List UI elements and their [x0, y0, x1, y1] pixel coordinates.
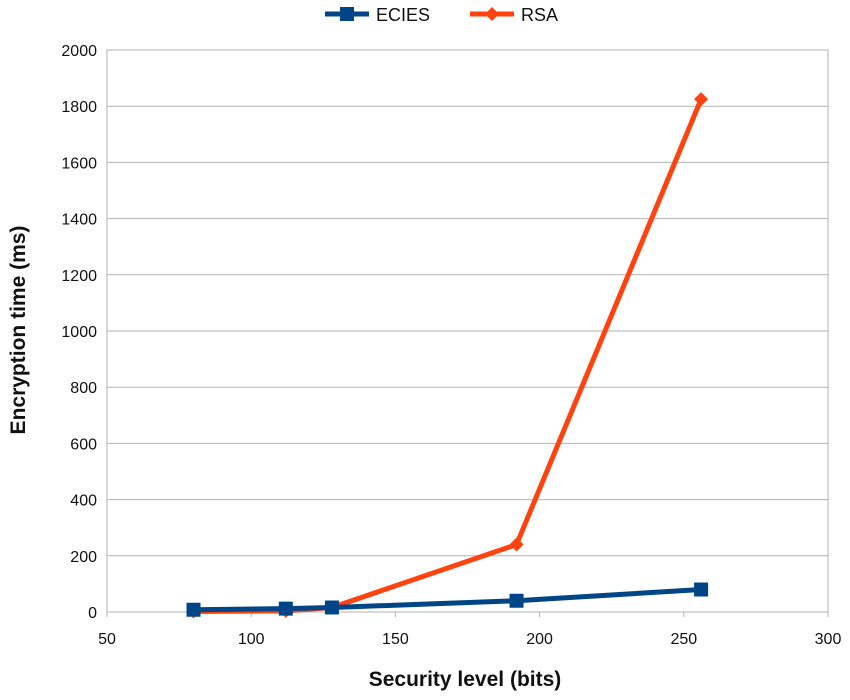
series-group	[186, 92, 709, 619]
axes: 0 200 400 600 800 1000 1200 1400 1600 1800 2000 50 1…	[61, 43, 841, 648]
legend-label-ecies: ECIES	[376, 5, 430, 25]
legend-item-rsa: RSA	[470, 5, 558, 25]
x-tick-label-50: 50	[98, 631, 116, 648]
data-point-ecies-192	[509, 593, 524, 608]
series-line-ecies	[191, 587, 704, 613]
x-tick-label-250: 250	[670, 631, 697, 648]
y-tick-label-0: 0	[88, 605, 97, 622]
x-tick-label-300: 300	[815, 631, 842, 648]
y-tick-label-200: 200	[70, 549, 97, 566]
legend-item-ecies: ECIES	[325, 5, 430, 25]
series-ecies	[186, 582, 709, 617]
data-point-ecies-80	[186, 602, 201, 617]
x-tick-label-100: 100	[238, 631, 265, 648]
legend-marker-rsa	[485, 7, 499, 21]
grid	[107, 49, 828, 613]
x-tick-label-150: 150	[382, 631, 409, 648]
data-point-rsa-192	[509, 537, 524, 552]
data-point-rsa-256	[694, 92, 709, 107]
y-tick-label-800: 800	[70, 380, 97, 397]
legend-marker-ecies	[340, 7, 354, 21]
y-tick-label-1800: 1800	[61, 99, 97, 116]
x-tick-label-200: 200	[526, 631, 553, 648]
data-point-ecies-128	[324, 600, 339, 615]
series-line-rsa	[191, 96, 704, 614]
plot-border	[106, 49, 829, 613]
y-tick-label-1000: 1000	[61, 324, 97, 341]
y-tick-label-1200: 1200	[61, 268, 97, 285]
y-tick-label-1400: 1400	[61, 212, 97, 229]
y-tick-label-1600: 1600	[61, 155, 97, 172]
legend-label-rsa: RSA	[521, 5, 558, 25]
series-rsa	[186, 92, 709, 619]
data-point-ecies-256	[694, 582, 709, 597]
y-tick-label-600: 600	[70, 436, 97, 453]
legend: ECIES RSA	[325, 5, 558, 25]
y-axis-title: Encryption time (ms)	[7, 226, 30, 435]
y-tick-label-2000: 2000	[61, 43, 97, 60]
data-point-ecies-112	[278, 601, 293, 616]
y-tick-label-400: 400	[70, 493, 97, 510]
x-axis-title: Security level (bits)	[369, 668, 562, 691]
